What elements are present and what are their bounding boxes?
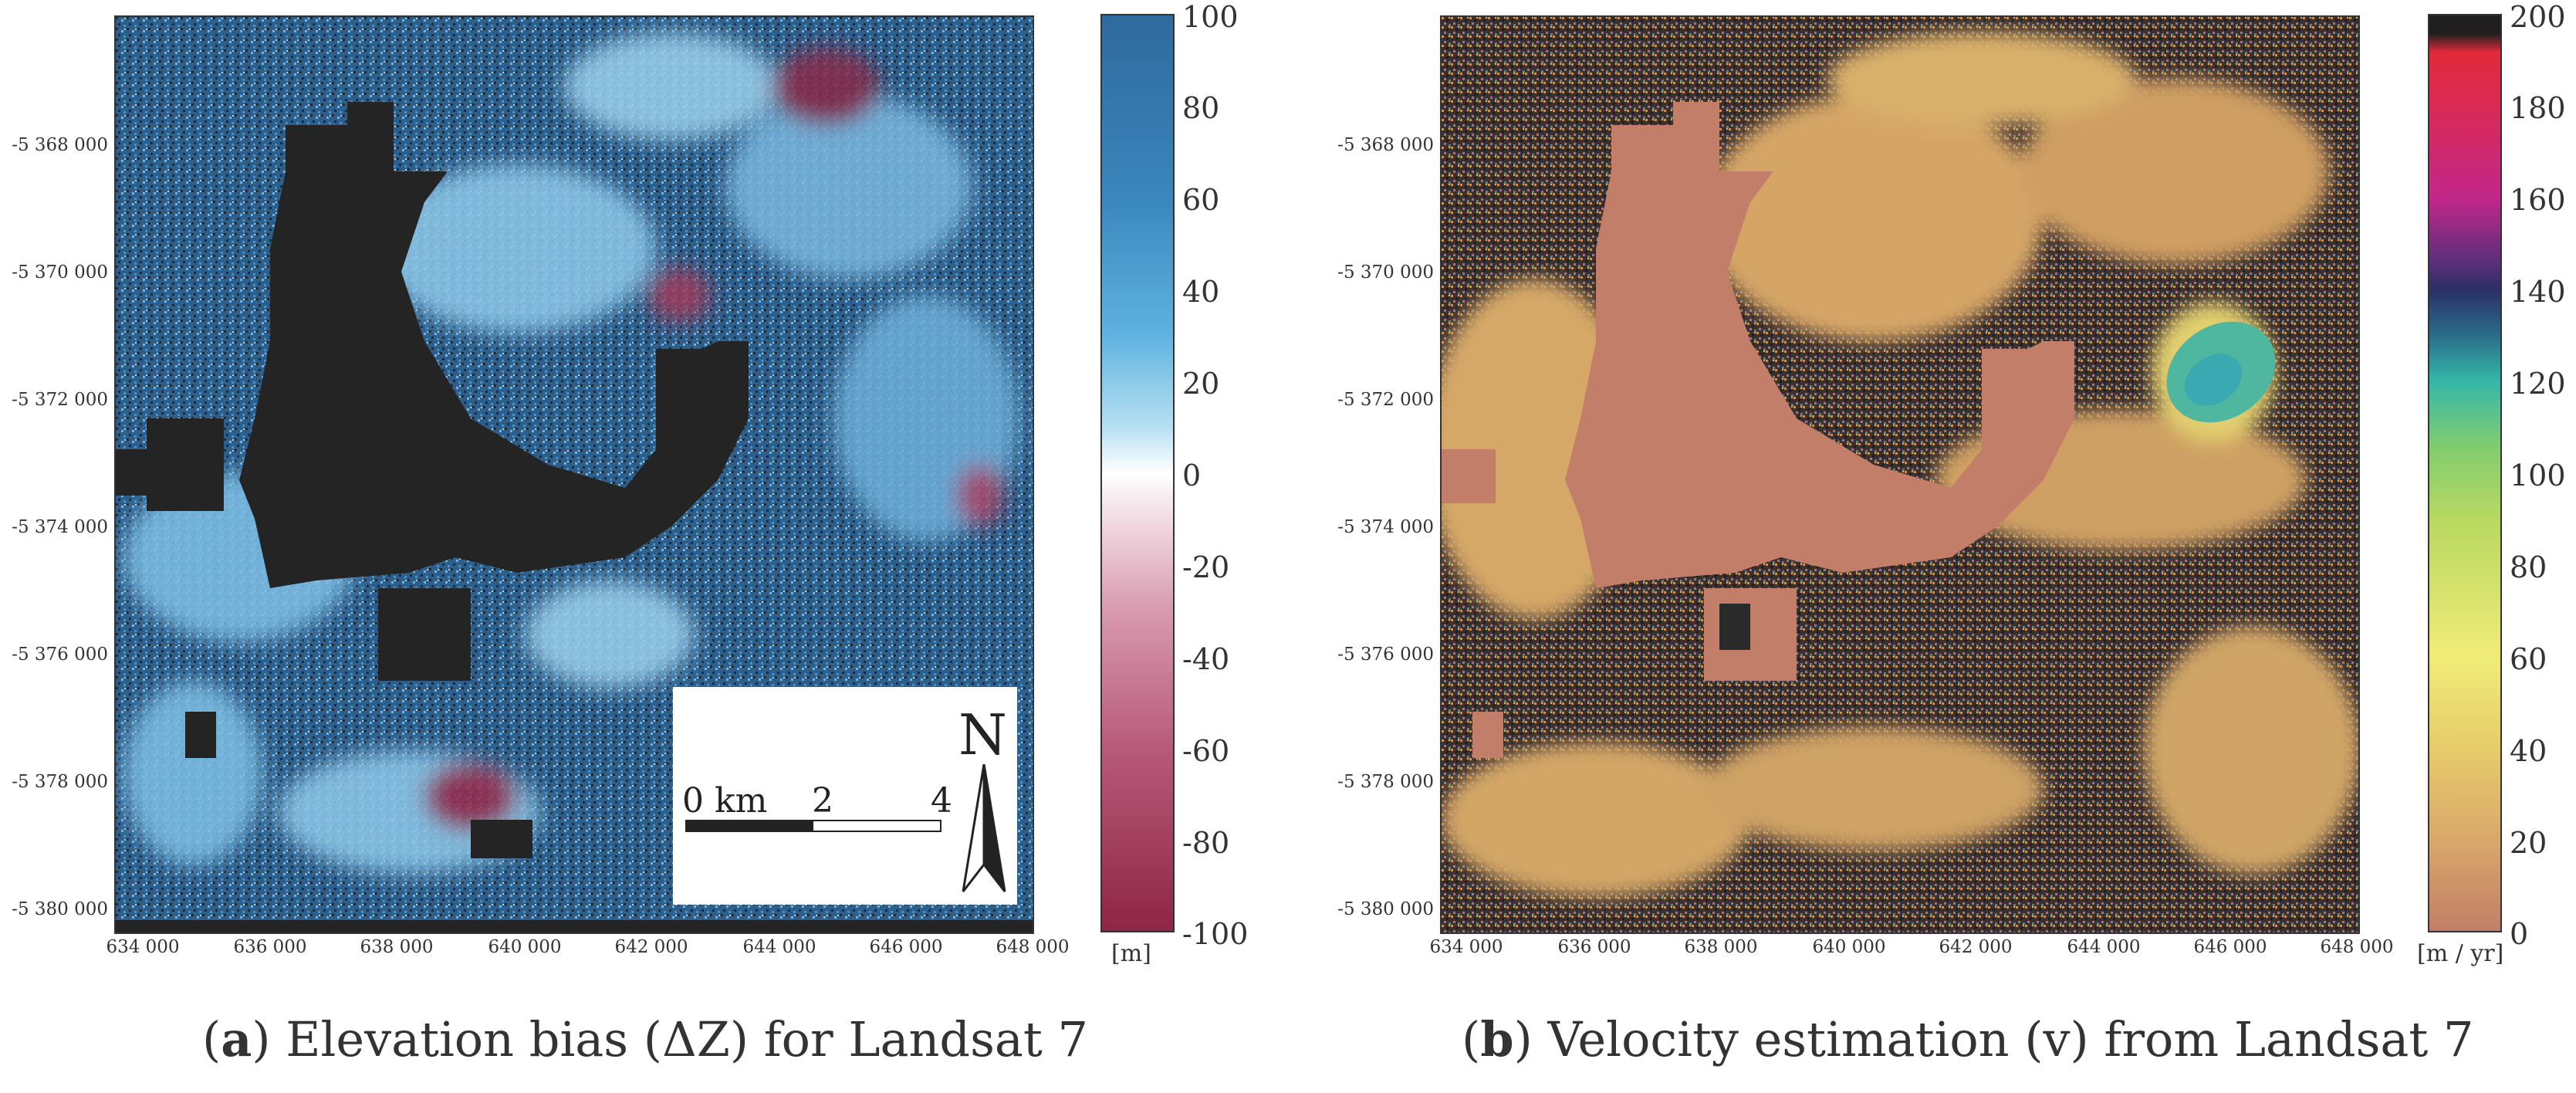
y-tick-label: -5 380 000 [12,899,108,919]
caption-letter: a [221,1011,252,1068]
scale-label-four: 4 [931,781,952,821]
y-tick-label: -5 374 000 [12,517,108,537]
x-tick-label: 642 000 [614,937,688,957]
x-tick-label: 644 000 [742,937,816,957]
x-tick-label: 640 000 [1812,937,1886,957]
x-tick-label: 638 000 [1684,937,1758,957]
caption-text: Elevation bias (ΔZ) for Landsat 7 [286,1011,1088,1068]
y-tick-label: -5 380 000 [1337,899,1434,919]
velocity-map [1440,15,2360,934]
x-tick-label: 634 000 [1429,937,1503,957]
colorbar-tick-label: 100 [2510,459,2566,492]
y-tick-label: -5 368 000 [12,135,108,155]
colorbar-tick-label: 60 [1182,183,1220,217]
north-label: N [958,702,1007,767]
scale-label-zero: 0 km [682,781,768,821]
x-tick-label: 634 000 [106,937,180,957]
y-tick-label: -5 368 000 [1337,135,1434,155]
velocity-colorbar [2428,14,2502,932]
colorbar-tick-label: 20 [1182,367,1220,401]
colorbar-tick-label: -80 [1182,826,1230,860]
colorbar-tick-label: 20 [2510,826,2547,860]
x-tick-label: 640 000 [488,937,562,957]
colorbar-tick-label: -40 [1182,642,1230,676]
x-tick-label: 646 000 [2193,937,2267,957]
x-tick-label: 642 000 [1939,937,2013,957]
x-tick-label: 646 000 [869,937,943,957]
y-tick-label: -5 372 000 [12,390,108,410]
colorbar-unit-label: [m / yr] [2417,940,2504,967]
colorbar-tick-label: 40 [2510,734,2547,768]
x-tick-label: 644 000 [2067,937,2141,957]
x-tick-label: 638 000 [360,937,434,957]
x-tick-label: 636 000 [233,937,307,957]
colorbar-tick-label: 160 [2510,183,2566,217]
colorbar-tick-label: 80 [2510,550,2547,584]
colorbar-tick-label: 180 [2510,91,2566,125]
caption-panel-a: (a) Elevation bias (ΔZ) for Landsat 7 [202,1011,1088,1068]
colorbar-tick-label: 200 [2510,0,2566,34]
x-tick-label: 648 000 [996,937,1070,957]
elevation-bias-colorbar [1100,14,1175,932]
velocity-raster [1442,17,2358,932]
y-tick-label: -5 372 000 [1337,390,1434,410]
scale-bar [685,820,941,832]
colorbar-tick-label: -60 [1182,734,1230,768]
x-tick-label: 648 000 [2320,937,2394,957]
x-tick-label: 636 000 [1557,937,1631,957]
colorbar-tick-label: 60 [2510,642,2547,676]
colorbar-tick-label: 0 [2510,917,2529,951]
colorbar-tick-label: 120 [2510,367,2566,401]
colorbar-tick-label: -20 [1182,550,1230,584]
colorbar-tick-label: 140 [2510,275,2566,309]
colorbar-tick-label: 80 [1182,91,1220,125]
colorbar-tick-label: -100 [1182,917,1249,951]
y-tick-label: -5 378 000 [1337,772,1434,792]
colorbar-unit-label: [m] [1111,940,1151,967]
colorbar-tick-label: 100 [1182,0,1239,34]
caption-letter: b [1480,1011,1514,1068]
colorbar-tick-label: 40 [1182,275,1220,309]
y-tick-label: -5 376 000 [1337,645,1434,665]
scale-label-two: 2 [812,781,833,821]
north-arrow-icon [962,764,1006,892]
colorbar-tick-label: 0 [1182,459,1202,492]
caption-text: Velocity estimation (v) from Landsat 7 [1547,1011,2474,1068]
y-tick-label: -5 370 000 [12,262,108,283]
y-tick-label: -5 376 000 [12,645,108,665]
y-tick-label: -5 378 000 [12,772,108,792]
y-tick-label: -5 370 000 [1337,262,1434,283]
scale-inset: 0 km 2 4 N [673,687,1017,905]
caption-panel-b: (b) Velocity estimation (v) from Landsat… [1462,1011,2474,1068]
y-tick-label: -5 374 000 [1337,517,1434,537]
